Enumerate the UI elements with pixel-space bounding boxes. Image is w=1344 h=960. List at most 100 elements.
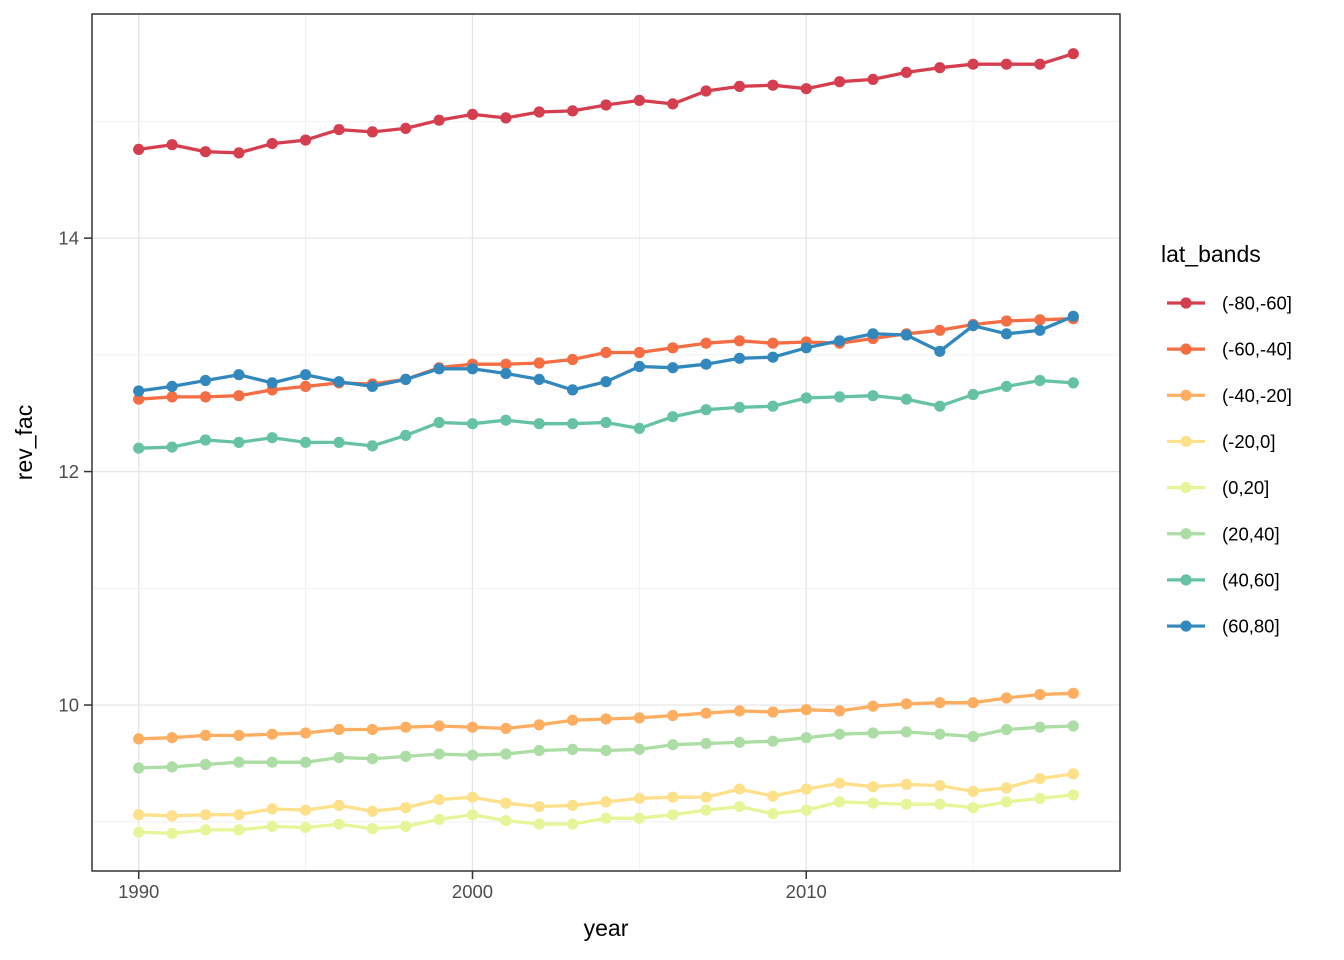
series-4-point xyxy=(400,820,412,833)
series-2-point xyxy=(500,722,512,735)
series-6-point xyxy=(633,422,646,434)
series-2-point xyxy=(266,728,278,740)
series-5-point xyxy=(366,753,378,765)
series-2-point xyxy=(166,732,178,744)
series-4-point xyxy=(266,820,278,833)
series-7-point xyxy=(767,351,779,363)
series-7-point xyxy=(199,374,212,387)
series-7-point xyxy=(700,358,712,370)
series-3-point xyxy=(600,796,612,808)
legend-key-point xyxy=(1180,389,1192,401)
series-1-point xyxy=(700,337,712,349)
series-1-point xyxy=(199,391,212,403)
series-5-point xyxy=(1034,721,1046,733)
series-0-point xyxy=(567,105,579,117)
series-4-point xyxy=(900,798,913,810)
series-2-point xyxy=(199,729,212,742)
series-7-point xyxy=(400,373,412,385)
series-4-point xyxy=(767,808,779,820)
series-5-point xyxy=(967,730,979,743)
series-6-point xyxy=(366,440,378,452)
series-6-point xyxy=(934,400,946,412)
series-0-point xyxy=(700,85,712,97)
series-6-point xyxy=(1000,380,1013,392)
series-6-point xyxy=(433,416,445,429)
series-0-point xyxy=(199,146,212,158)
series-0-point xyxy=(667,98,679,110)
series-5-point xyxy=(433,748,445,760)
series-7-point xyxy=(1034,324,1046,336)
legend-item-label: (0,20] xyxy=(1222,477,1269,498)
series-1-point xyxy=(500,358,512,370)
y-tick-label: 10 xyxy=(58,695,79,716)
series-2-point xyxy=(600,713,612,725)
series-4-point xyxy=(133,826,145,838)
series-3-point xyxy=(133,809,145,821)
series-3-point xyxy=(733,783,746,795)
series-7 xyxy=(133,310,1079,397)
series-0-point xyxy=(466,108,479,120)
series-5-point xyxy=(500,748,512,760)
series-2-point xyxy=(1000,692,1013,704)
series-3-point xyxy=(934,780,946,792)
series-3-point xyxy=(199,809,212,821)
series-5-point xyxy=(733,736,746,749)
series-7-point xyxy=(900,329,913,341)
series-1-point xyxy=(733,335,746,347)
x-tick-label: 2000 xyxy=(452,881,493,902)
series-3-point xyxy=(1000,782,1013,794)
series-7-point xyxy=(266,377,278,389)
series-5-point xyxy=(900,726,913,738)
series-0-point xyxy=(433,114,445,126)
y-axis-title: rev_fac xyxy=(11,405,37,480)
series-6-point xyxy=(800,392,812,404)
series-3-point xyxy=(834,777,846,789)
series-2-point xyxy=(300,727,312,739)
series-0-point xyxy=(266,138,278,150)
series-1-point xyxy=(1034,314,1046,326)
series-6-point xyxy=(266,432,278,444)
series-3-point xyxy=(233,809,245,821)
series-6 xyxy=(133,374,1079,454)
series-5-point xyxy=(700,737,712,750)
series-0-point xyxy=(800,83,812,95)
series-4-point xyxy=(1034,792,1046,805)
series-2-point xyxy=(633,712,646,724)
series-7-point xyxy=(366,380,378,392)
legend-key-point xyxy=(1180,343,1192,355)
legend-item: (20,40] xyxy=(1167,523,1280,544)
series-4-point xyxy=(600,812,612,824)
x-tick-label: 1990 xyxy=(118,881,159,902)
series-2-point xyxy=(333,723,345,736)
series-1-point xyxy=(567,353,579,366)
series-3-point xyxy=(166,810,178,822)
series-7-point xyxy=(533,373,545,385)
series-2-point xyxy=(700,707,712,719)
series-2-point xyxy=(400,721,412,733)
series-6-point xyxy=(900,393,913,405)
series-0-point xyxy=(133,143,145,155)
legend-key-point xyxy=(1180,482,1192,494)
legend: lat_bands (-80,-60] (-60,-40] (-40,-20] (-20… xyxy=(1161,241,1292,637)
series-2-point xyxy=(366,723,378,736)
legend-item-label: (60,80] xyxy=(1222,616,1280,637)
series-4-point xyxy=(366,823,378,835)
series-7-point xyxy=(1067,310,1079,322)
series-2-point xyxy=(733,705,746,717)
series-6-point xyxy=(733,401,746,413)
series-5-point xyxy=(199,758,212,771)
series-0-point xyxy=(834,76,846,88)
panel-border xyxy=(91,13,1121,872)
series-4-point xyxy=(533,818,545,830)
series-4-point xyxy=(333,818,345,830)
y-tick-label: 14 xyxy=(58,228,79,249)
series-7-point xyxy=(433,363,445,375)
series-3-point xyxy=(767,790,779,802)
series-7-point xyxy=(466,363,479,375)
series-5-point xyxy=(567,743,579,756)
series-0-point xyxy=(1000,58,1013,70)
legend-item-label: (-40,-20] xyxy=(1222,385,1292,406)
series-5-point xyxy=(533,744,545,757)
series-7-point xyxy=(133,385,145,397)
